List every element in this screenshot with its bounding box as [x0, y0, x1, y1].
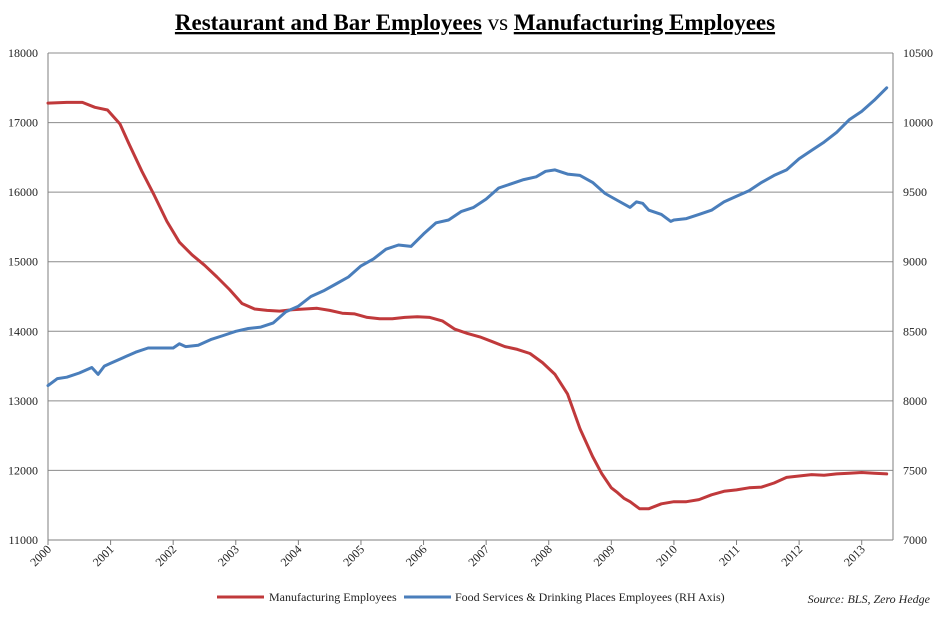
y-right-tick-label: 8000 [903, 394, 927, 408]
x-tick-label: 2012 [778, 542, 805, 569]
y-right-tick-label: 7000 [903, 533, 927, 547]
y-right-tick-label: 10500 [903, 46, 933, 60]
grid-lines [48, 52, 893, 541]
source-note: Source: BLS, Zero Hedge [808, 592, 931, 606]
x-tick-label: 2002 [152, 542, 179, 569]
y-left-tick-label: 15000 [8, 255, 38, 269]
series-lines [46, 86, 889, 511]
legend-label-food-services: Food Services & Drinking Places Employee… [455, 590, 725, 604]
x-tick-label: 2011 [716, 542, 743, 569]
y-left-tick-label: 11000 [8, 533, 38, 547]
tick-labels: 11000 12000 13000 14000 15000 16000 17000 18000… [8, 46, 933, 569]
x-tick-label: 2013 [841, 542, 868, 569]
title-part2: vs [482, 10, 514, 35]
y-right-tick-label: 10000 [903, 116, 933, 130]
title-part3: Manufacturing Employees [514, 10, 775, 35]
x-tick-label: 2001 [90, 542, 117, 569]
chart-title: Restaurant and Bar Employees vs Manufact… [175, 10, 775, 35]
x-tick-label: 2010 [653, 542, 680, 569]
y-right-tick-label: 9000 [903, 255, 927, 269]
x-tick-label: 2004 [278, 542, 305, 569]
y-right-tick-label: 9500 [903, 185, 927, 199]
x-tick-label: 2005 [340, 542, 367, 569]
x-tick-label: 2008 [528, 542, 555, 569]
y-right-tick-label: 8500 [903, 324, 927, 338]
title-part1: Restaurant and Bar Employees [175, 10, 482, 35]
legend: Manufacturing Employees Food Services & … [217, 590, 725, 604]
y-left-tick-label: 14000 [8, 324, 38, 338]
x-tick-label: 2003 [215, 542, 242, 569]
y-left-tick-label: 18000 [8, 46, 38, 60]
x-tick-label: 2006 [403, 542, 430, 569]
x-tick-label: 2007 [465, 542, 492, 569]
y-left-tick-label: 12000 [8, 463, 38, 477]
y-left-tick-label: 13000 [8, 394, 38, 408]
series-line-manufacturing [46, 100, 889, 511]
series-line-food-services [46, 86, 889, 388]
y-left-tick-label: 16000 [8, 185, 38, 199]
legend-label-manufacturing: Manufacturing Employees [269, 590, 397, 604]
y-right-tick-label: 7500 [903, 463, 927, 477]
y-left-tick-label: 17000 [8, 116, 38, 130]
x-tick-label: 2009 [591, 542, 618, 569]
axes [47, 53, 894, 545]
